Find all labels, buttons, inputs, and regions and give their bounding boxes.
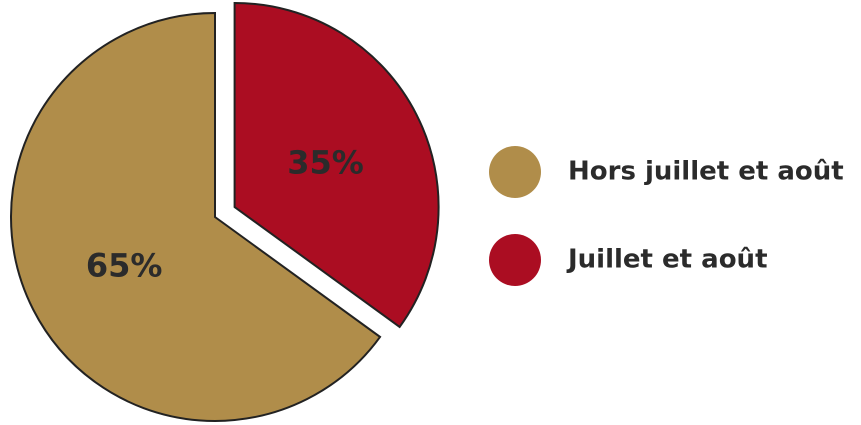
legend-swatch bbox=[489, 234, 541, 286]
pie-slice bbox=[233, 2, 440, 329]
slice-label: 35% bbox=[287, 144, 364, 182]
legend-swatch bbox=[489, 146, 541, 198]
pie-slice bbox=[10, 11, 382, 422]
slice-label: 65% bbox=[86, 246, 163, 284]
legend-label: Hors juillet et août bbox=[568, 157, 844, 187]
legend-label: Juillet et août bbox=[566, 245, 768, 275]
